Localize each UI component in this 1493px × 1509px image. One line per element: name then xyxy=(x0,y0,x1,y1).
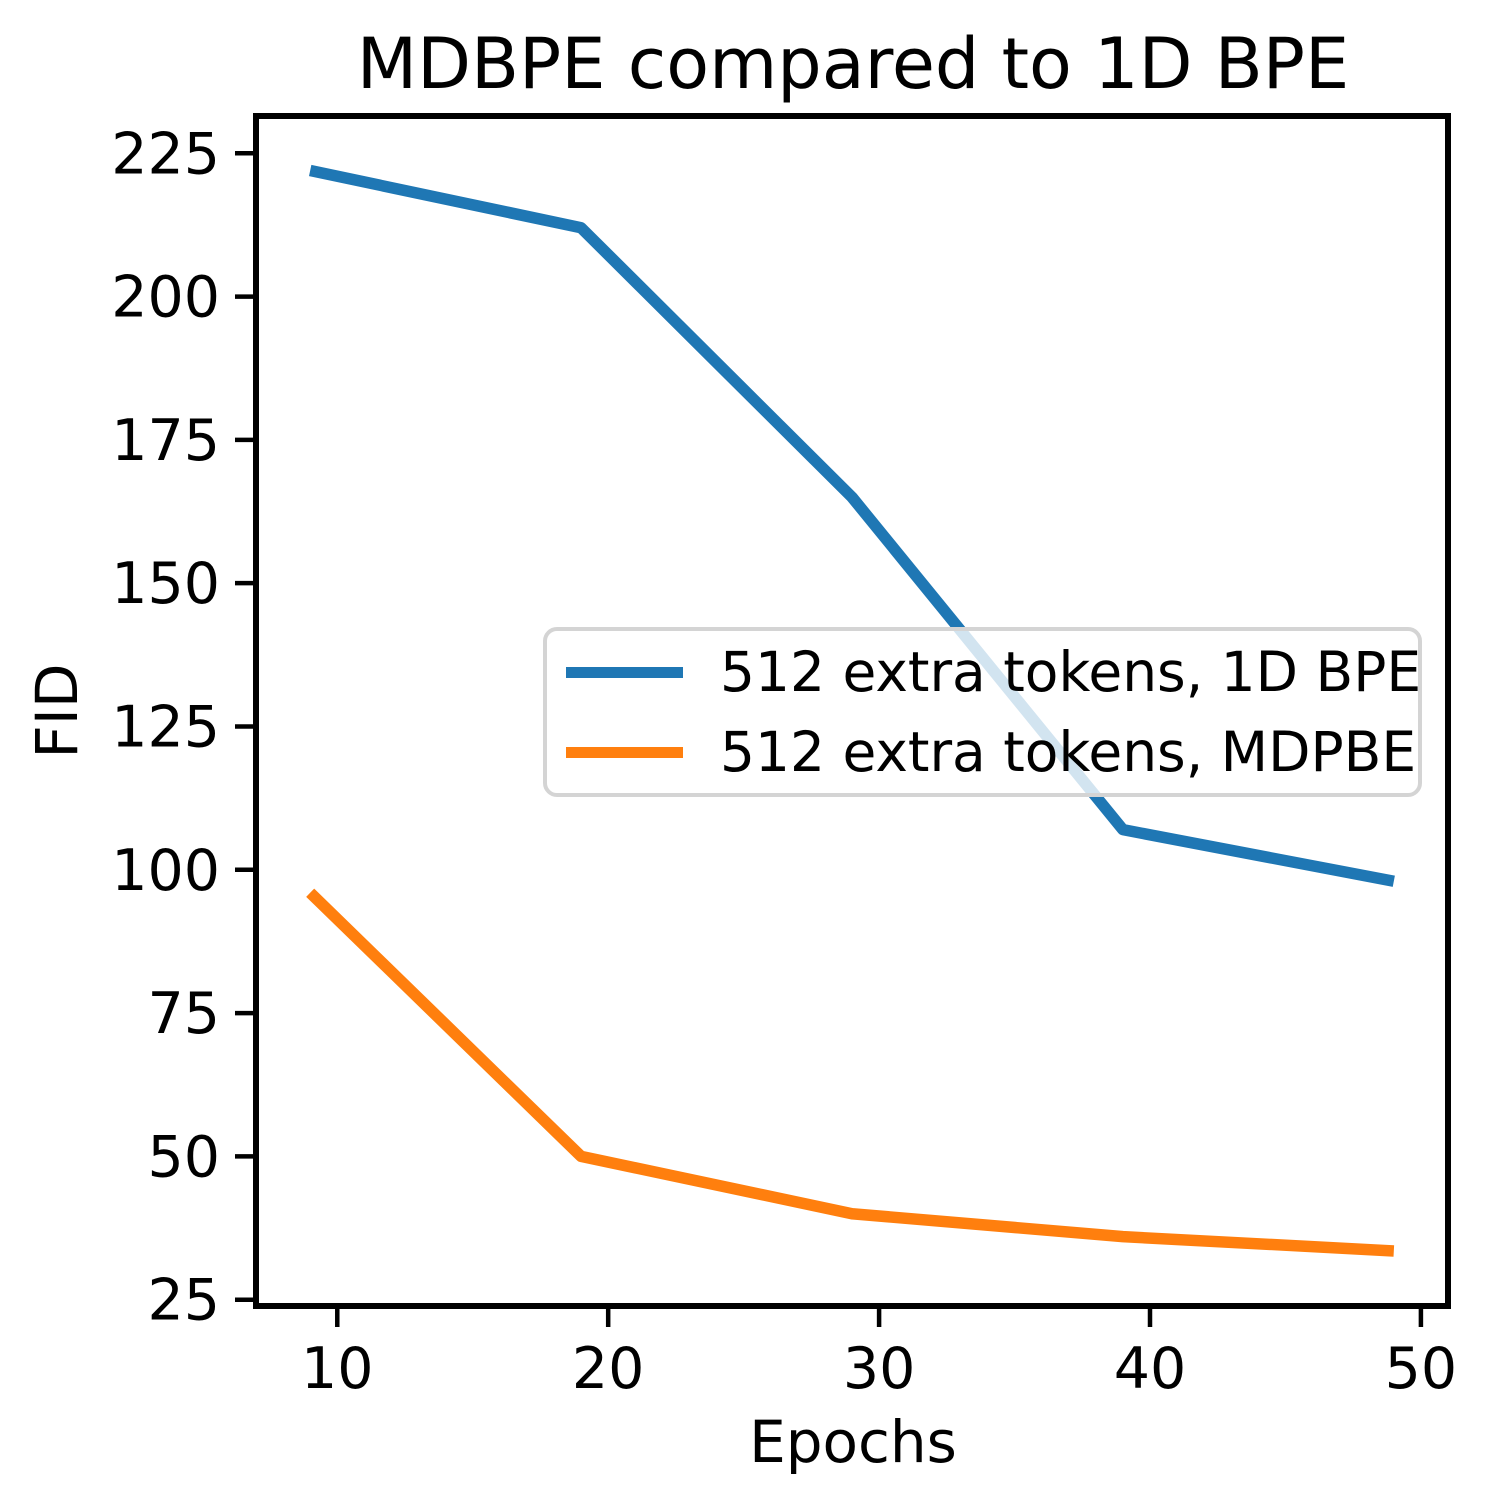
y-tick-label: 50 xyxy=(147,1124,220,1190)
x-tick-label: 10 xyxy=(301,1336,374,1402)
legend-item: 512 extra tokens, MDPBE xyxy=(566,724,1418,780)
y-tick-label: 150 xyxy=(111,551,220,617)
series-line-0 xyxy=(308,164,1395,887)
legend-label-mdpbe: 512 extra tokens, MDPBE xyxy=(720,719,1417,784)
series-line-1 xyxy=(306,888,1395,1257)
y-tick-label: 125 xyxy=(111,694,220,760)
legend-line-sample-1d-bpe xyxy=(566,666,683,678)
y-tick-label: 25 xyxy=(147,1268,220,1334)
y-tick-label: 225 xyxy=(111,121,220,187)
x-tick-label: 50 xyxy=(1385,1336,1458,1402)
x-axis-label: Epochs xyxy=(749,1408,957,1476)
legend-line-sample-mdpbe xyxy=(566,746,683,758)
y-tick-label: 175 xyxy=(111,408,220,474)
y-tick-label: 100 xyxy=(111,838,220,904)
legend: 512 extra tokens, 1D BPE 512 extra token… xyxy=(543,627,1422,797)
legend-label-1d-bpe: 512 extra tokens, 1D BPE xyxy=(720,639,1422,704)
x-tick-label: 40 xyxy=(1114,1336,1187,1402)
chart-title: MDBPE compared to 1D BPE xyxy=(356,23,1350,105)
plot-frame xyxy=(253,113,1451,1309)
y-tick-label: 200 xyxy=(111,265,220,331)
y-axis-label: FID xyxy=(23,663,91,759)
x-tick-label: 30 xyxy=(843,1336,916,1402)
y-tick-label: 75 xyxy=(147,981,220,1047)
x-tick-label: 20 xyxy=(572,1336,645,1402)
legend-item: 512 extra tokens, 1D BPE xyxy=(566,639,1422,704)
